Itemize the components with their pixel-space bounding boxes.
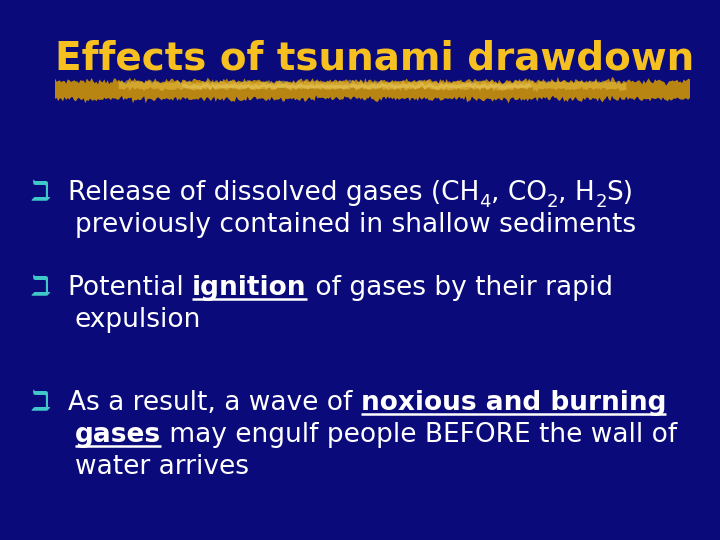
- Text: previously contained in shallow sediments: previously contained in shallow sediment…: [75, 212, 636, 238]
- Text: 2: 2: [547, 193, 559, 211]
- Polygon shape: [182, 82, 531, 90]
- Text: ℶ: ℶ: [30, 273, 50, 301]
- Text: expulsion: expulsion: [75, 307, 202, 333]
- Text: noxious and burning: noxious and burning: [361, 390, 666, 416]
- Text: 2: 2: [595, 193, 607, 211]
- Text: S): S): [607, 180, 634, 206]
- Polygon shape: [119, 79, 626, 92]
- Text: 4: 4: [480, 193, 491, 211]
- Text: As a result, a wave of: As a result, a wave of: [68, 390, 361, 416]
- Text: Release of dissolved gases (CH: Release of dissolved gases (CH: [68, 180, 480, 206]
- Text: , H: , H: [559, 180, 595, 206]
- Text: ℶ: ℶ: [30, 178, 50, 206]
- Text: water arrives: water arrives: [75, 454, 249, 480]
- Text: ignition: ignition: [192, 275, 307, 301]
- Text: may engulf people BEFORE the wall of: may engulf people BEFORE the wall of: [161, 422, 678, 448]
- Text: Potential: Potential: [68, 275, 192, 301]
- Text: Effects of tsunami drawdown: Effects of tsunami drawdown: [55, 40, 694, 78]
- Text: ℶ: ℶ: [30, 388, 50, 416]
- Text: of gases by their rapid: of gases by their rapid: [307, 275, 613, 301]
- Text: , CO: , CO: [491, 180, 547, 206]
- Text: gases: gases: [75, 422, 161, 448]
- Polygon shape: [55, 77, 690, 104]
